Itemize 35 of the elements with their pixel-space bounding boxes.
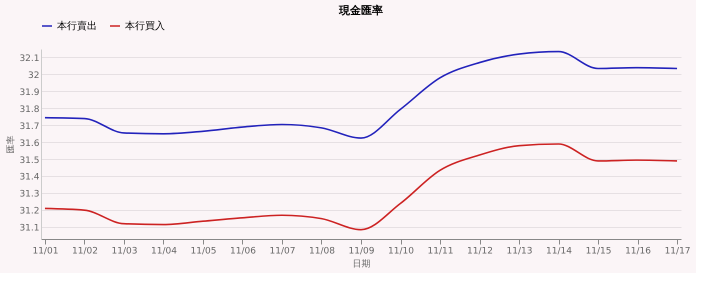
y-tick-label: 31.2 bbox=[19, 206, 40, 217]
y-tick-label: 31.9 bbox=[19, 88, 40, 98]
x-tick-label: 11/06 bbox=[230, 246, 256, 256]
x-tick-label: 11/07 bbox=[270, 246, 296, 256]
y-axis-title: 匯率 bbox=[5, 136, 16, 154]
x-tick-label: 11/04 bbox=[151, 246, 178, 256]
y-tick-label: 31.3 bbox=[19, 190, 40, 200]
x-axis-title: 日期 bbox=[352, 258, 370, 270]
x-tick-label: 11/12 bbox=[467, 246, 493, 256]
x-tick-label: 11/11 bbox=[428, 246, 454, 256]
x-tick-label: 11/17 bbox=[664, 246, 691, 256]
y-tick-label: 32 bbox=[28, 70, 40, 81]
y-tick-label: 31.1 bbox=[19, 224, 40, 234]
x-tick-label: 11/14 bbox=[546, 246, 572, 256]
line-series bbox=[44, 143, 678, 230]
x-tick-label: 11/16 bbox=[625, 246, 652, 256]
y-tick-label: 31.7 bbox=[19, 122, 40, 132]
x-tick-label: 11/05 bbox=[190, 246, 216, 256]
line-series bbox=[44, 50, 678, 139]
y-tick-label: 31.6 bbox=[19, 138, 40, 149]
x-tick-label: 11/03 bbox=[111, 246, 138, 256]
x-tick-label: 11/02 bbox=[72, 246, 98, 256]
x-tick-label: 11/15 bbox=[586, 246, 612, 256]
y-tick-label: 31.5 bbox=[19, 156, 40, 166]
legend-label: 本行買入 bbox=[125, 20, 165, 32]
x-tick-label: 11/08 bbox=[309, 246, 336, 256]
chart-title: 現金匯率 bbox=[338, 4, 383, 17]
y-tick-label: 31.8 bbox=[19, 104, 40, 115]
legend-label: 本行賣出 bbox=[57, 20, 97, 32]
y-tick-label: 31.4 bbox=[19, 172, 40, 183]
y-tick-label: 32.1 bbox=[19, 54, 40, 64]
x-tick-label: 11/13 bbox=[506, 246, 532, 256]
x-tick-label: 11/01 bbox=[32, 246, 58, 256]
x-tick-label: 11/09 bbox=[348, 246, 375, 256]
x-tick-label: 11/10 bbox=[388, 246, 414, 256]
